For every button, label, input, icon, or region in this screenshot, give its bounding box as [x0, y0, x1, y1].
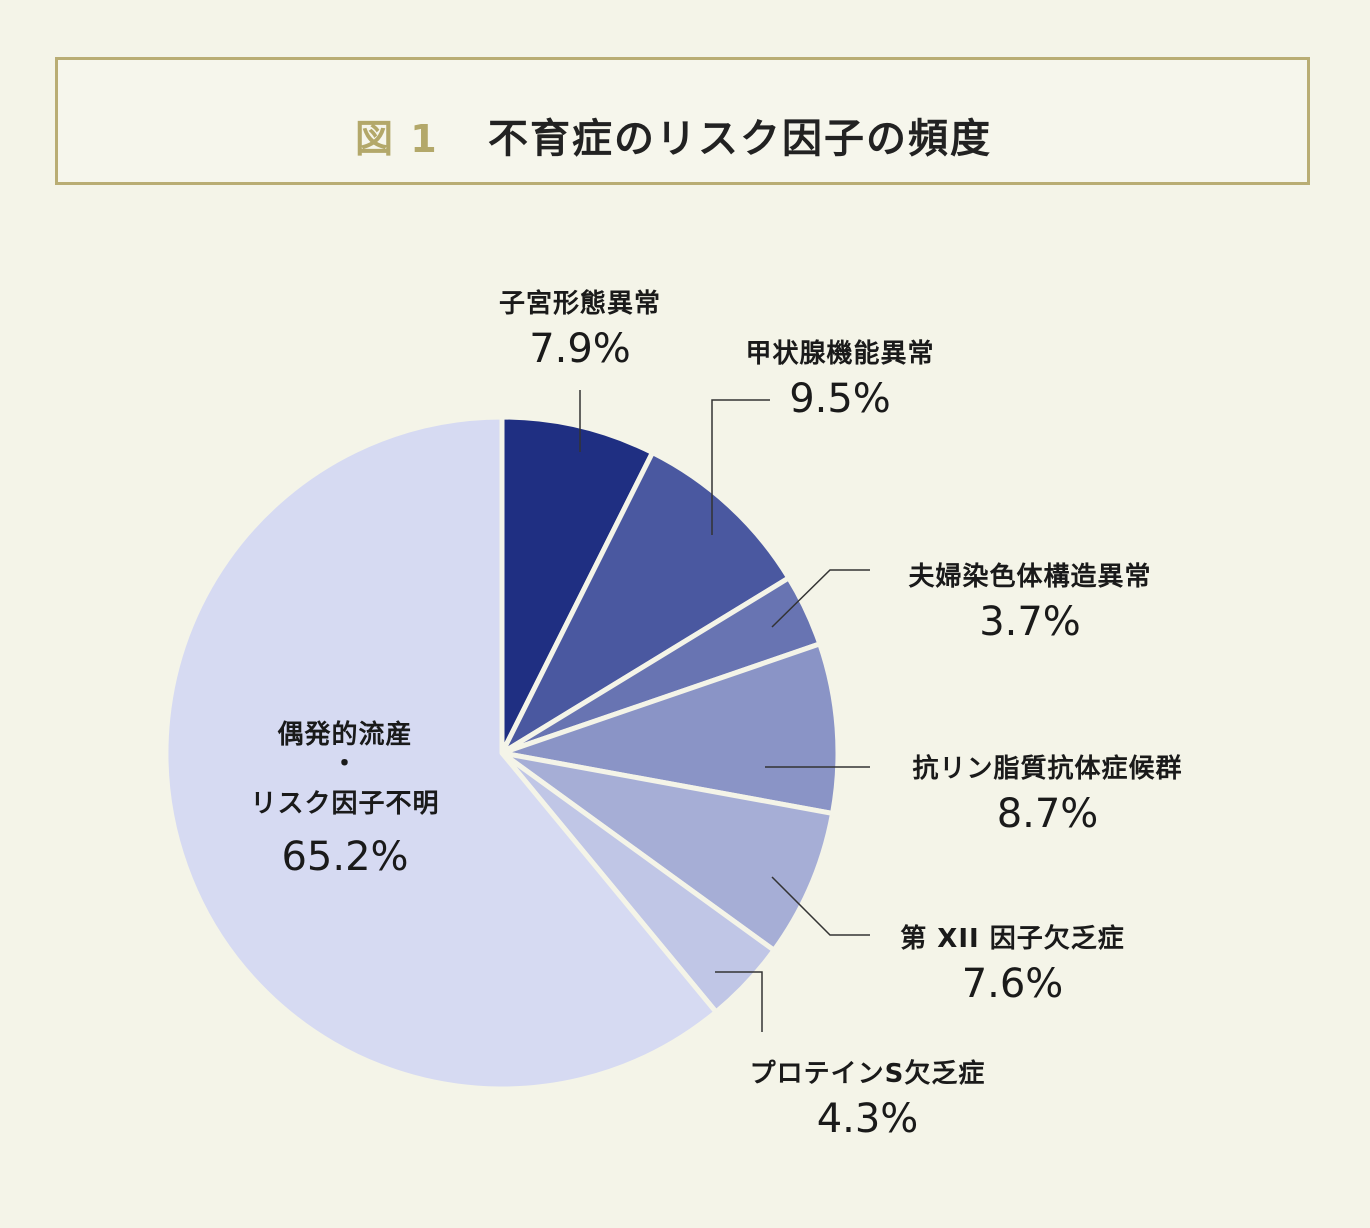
label-protein-s: プロテインS欠乏症 4.3% [749, 1059, 986, 1142]
leader-line-chromosome [771, 569, 870, 628]
title-frame [55, 57, 1310, 185]
label-factor-xii: 第 XII 因子欠乏症 7.6% [900, 924, 1125, 1007]
pie-slice-factor-xii [499, 750, 836, 953]
pie-slice-thyroid [499, 450, 792, 756]
label-thyroid: 甲状腺機能異常 9.5% [745, 339, 935, 422]
pie-slice-antiphospholipid [499, 641, 841, 816]
leader-line-thyroid [711, 399, 770, 535]
chart-title: 不育症のリスク因子の頻度 [488, 116, 992, 162]
leader-line-factor-xii [771, 876, 870, 936]
pie-slice-unknown [163, 414, 719, 1092]
label-unknown: 偶発的流産 ・ リスク因子不明 65.2% [250, 720, 440, 880]
label-chromosome: 夫婦染色体構造異常 3.7% [908, 562, 1152, 645]
label-antiphospholipid: 抗リン脂質抗体症候群 8.7% [912, 754, 1183, 837]
figure-label: 図 1 [355, 117, 439, 161]
label-uterine-anomaly: 子宮形態異常 7.9% [498, 289, 661, 372]
leader-line-protein-s [715, 971, 763, 1032]
